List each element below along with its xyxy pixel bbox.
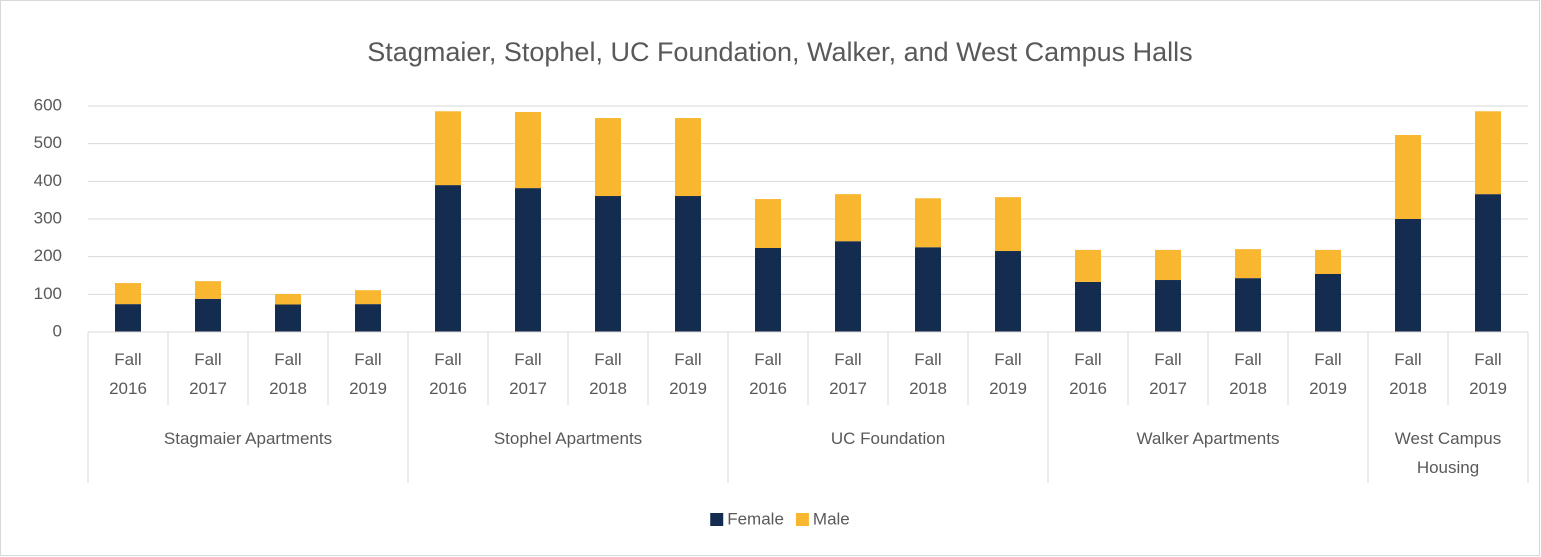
x-tick-label: Fall 2019 — [989, 350, 1027, 398]
x-tick-label: Fall 2018 — [909, 350, 947, 398]
bar-segment — [515, 188, 541, 332]
bar-segment — [1155, 249, 1181, 281]
bar-segment — [115, 304, 141, 332]
x-tick-label: Fall 2016 — [429, 350, 467, 398]
bar-segment — [195, 298, 221, 332]
y-tick-label: 600 — [34, 95, 62, 114]
x-tick-label: Fall 2016 — [1069, 350, 1107, 398]
x-tick-label: Fall 2016 — [749, 350, 787, 398]
legend-label: Female — [727, 509, 784, 528]
group-label: Walker Apartments — [1137, 429, 1280, 448]
y-tick-label: 100 — [34, 284, 62, 303]
bar-segment — [835, 194, 861, 242]
x-tick-label: Fall 2018 — [269, 350, 307, 398]
group-label: UC Foundation — [831, 429, 945, 448]
bar-segment — [115, 283, 141, 305]
x-tick-label: Fall 2017 — [1149, 350, 1187, 398]
bar-segment — [195, 281, 221, 299]
bar-segment — [275, 304, 301, 332]
x-tick-label: Fall 2017 — [829, 350, 867, 398]
bar-segment — [435, 185, 461, 332]
x-tick-label: Fall 2018 — [589, 350, 627, 398]
bar-segment — [355, 290, 381, 305]
bar-segment — [1075, 249, 1101, 282]
x-tick-label: Fall 2018 — [1389, 350, 1427, 398]
bar-segment — [1235, 249, 1261, 279]
bar-segment — [675, 118, 701, 197]
bar-segment — [1395, 219, 1421, 332]
bar-segment — [595, 196, 621, 332]
legend-swatch — [710, 513, 724, 526]
bar-segment — [995, 197, 1021, 252]
bar-segment — [835, 241, 861, 332]
y-tick-label: 500 — [34, 133, 62, 152]
x-tick-label: Fall 2017 — [189, 350, 227, 398]
legend-label: Male — [813, 509, 850, 528]
y-tick-label: 200 — [34, 246, 62, 265]
bar-segment — [355, 304, 381, 332]
bar-segment — [1475, 194, 1501, 332]
bar-segment — [275, 293, 301, 305]
bar-segment — [1395, 135, 1421, 219]
bar-segment — [1155, 280, 1181, 332]
x-tick-label: Fall 2019 — [1309, 350, 1347, 398]
bar-segment — [755, 248, 781, 332]
bar-segment — [995, 251, 1021, 332]
group-label: Stophel Apartments — [494, 429, 642, 448]
bar-segment — [675, 196, 701, 332]
chart-title: Stagmaier, Stophel, UC Foundation, Walke… — [367, 37, 1192, 67]
bar-segment — [1475, 111, 1501, 195]
bar-segment — [1075, 281, 1101, 332]
x-tick-label: Fall 2017 — [509, 350, 547, 398]
bar-segment — [1315, 273, 1341, 332]
x-tick-label: Fall 2019 — [1469, 350, 1507, 398]
x-tick-label: Fall 2019 — [669, 350, 707, 398]
x-tick-label: Fall 2018 — [1229, 350, 1267, 398]
y-tick-label: 0 — [53, 321, 62, 340]
x-tick-label: Fall 2019 — [349, 350, 387, 398]
bar-segment — [1315, 249, 1341, 274]
bar-segment — [755, 199, 781, 249]
group-label: West Campus Housing — [1395, 429, 1501, 477]
bar-segment — [1235, 278, 1261, 332]
bar-segment — [915, 247, 941, 332]
legend-swatch — [795, 513, 809, 526]
bar-segment — [595, 118, 621, 197]
bar-segment — [915, 198, 941, 248]
bar-segment — [515, 112, 541, 189]
y-tick-label: 300 — [34, 208, 62, 227]
bar-segment — [435, 111, 461, 186]
group-label: Stagmaier Apartments — [164, 429, 332, 448]
x-tick-label: Fall 2016 — [109, 350, 147, 398]
y-tick-label: 400 — [34, 171, 62, 190]
